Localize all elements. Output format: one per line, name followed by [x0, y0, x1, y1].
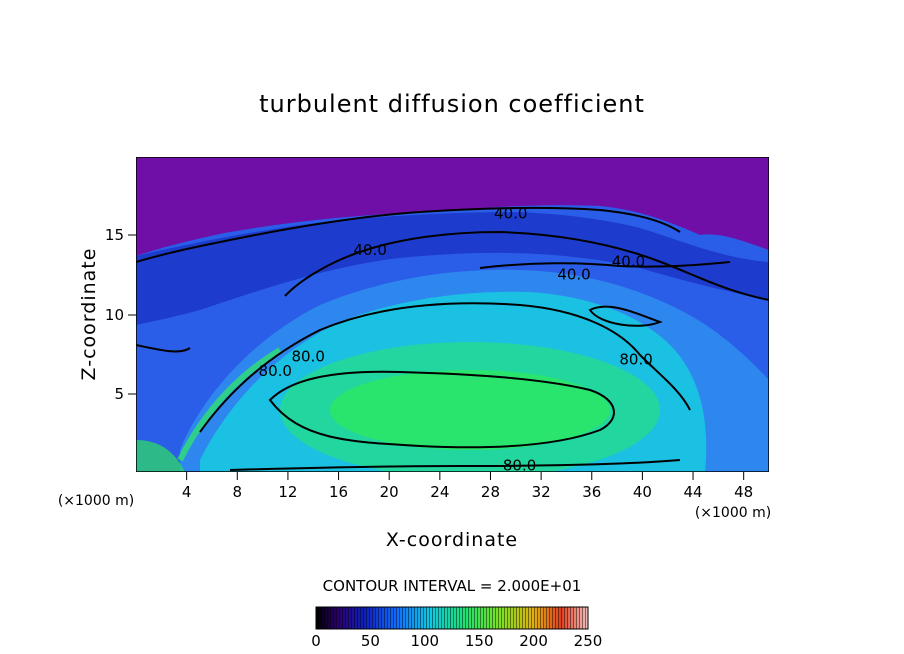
contour-line [479, 261, 731, 269]
contour-interval-text: CONTOUR INTERVAL = 2.000E+01 [323, 577, 582, 595]
contour-label: 80.0 [259, 362, 292, 380]
dark-blue-band [136, 212, 769, 325]
bright-core [330, 370, 610, 450]
x-tick-label: 12 [278, 483, 297, 501]
contour-label: 40.0 [354, 241, 387, 259]
contour-label: 40.0 [612, 252, 645, 270]
colorbar: 0 50 100 150 200 250 [311, 606, 602, 650]
y-tick-label: 5 [114, 385, 124, 403]
contour-labels: 40.040.040.040.080.080.080.080.0 [259, 204, 653, 474]
contour-line [268, 370, 615, 449]
colorbar-tick-label: 200 [519, 632, 548, 650]
contour-label: 40.0 [494, 204, 527, 222]
x-tick-label: 28 [481, 483, 500, 501]
colorbar-tick-label: 50 [361, 632, 380, 650]
x-unit-label-right: (×1000 m) [695, 505, 771, 521]
colorbar-tick-label: 250 [574, 632, 603, 650]
y-tick-label: 10 [105, 306, 124, 324]
x-axis-title: X-coordinate [386, 529, 518, 551]
chart-title: turbulent diffusion coefficient [259, 90, 645, 118]
contour-label: 80.0 [291, 347, 324, 365]
x-tick-label: 16 [329, 483, 348, 501]
colorbar-ticks: 0 50 100 150 200 250 [311, 632, 602, 650]
colorbar-frame [315, 606, 589, 630]
x-tick-label: 4 [182, 483, 192, 501]
contour-line [136, 344, 191, 353]
colorbar-stripes [316, 607, 588, 629]
x-tick-label: 48 [734, 483, 753, 501]
x-unit-label-left: (×1000 m) [58, 493, 134, 509]
contour-line [136, 206, 681, 263]
x-axis-ticks: 4 8 12 16 20 24 28 32 36 40 44 48 [182, 472, 753, 501]
x-tick-label: 40 [633, 483, 652, 501]
colorbar-tick-label: 100 [410, 632, 439, 650]
colorbar-tick-label: 0 [311, 632, 321, 650]
y-axis-ticks: 15 10 5 [105, 226, 136, 403]
x-tick-label: 44 [683, 483, 702, 501]
x-tick-label: 20 [380, 483, 399, 501]
x-tick-label: 32 [532, 483, 551, 501]
contour-label: 80.0 [503, 457, 536, 475]
colorbar-tick-label: 150 [465, 632, 494, 650]
contour-line [588, 305, 663, 327]
y-axis-title: Z-coordinate [78, 248, 100, 381]
x-tick-label: 24 [430, 483, 449, 501]
lower-left-patch [136, 440, 185, 472]
y-tick-label: 15 [105, 226, 124, 244]
contour-lines [136, 206, 769, 471]
contour-label: 80.0 [619, 351, 652, 369]
contour-line [229, 459, 681, 471]
x-tick-label: 36 [582, 483, 601, 501]
left-plume [177, 347, 282, 462]
contour-line [199, 302, 691, 433]
field-image [136, 157, 769, 472]
x-tick-label: 8 [233, 483, 243, 501]
upper-region [136, 157, 769, 256]
contour-label: 40.0 [557, 265, 590, 283]
contour-line [284, 230, 769, 301]
